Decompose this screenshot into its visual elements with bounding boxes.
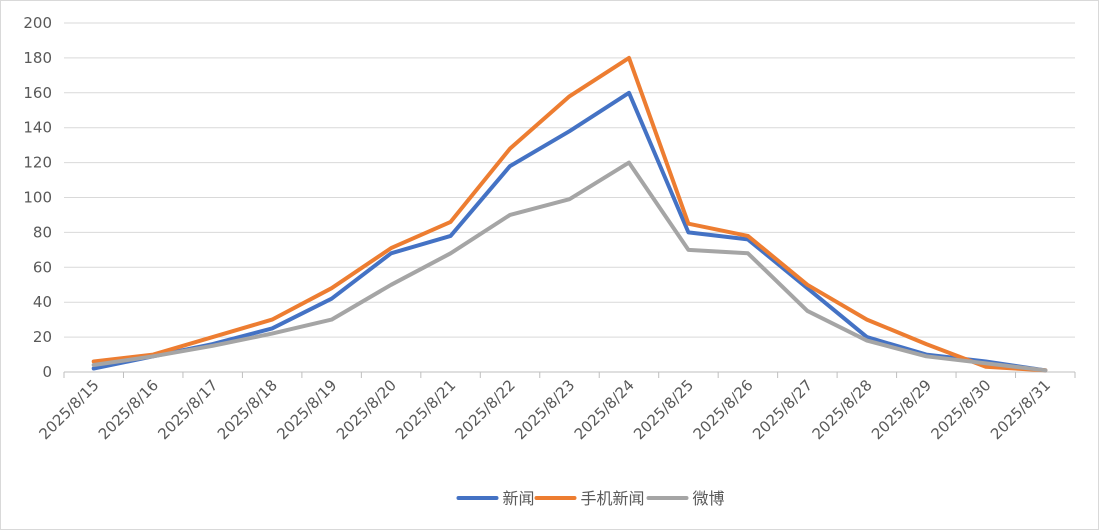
y-tick-label: 20 [33,328,52,346]
y-tick-label: 80 [33,223,52,241]
legend: 新闻 手机新闻 微博 [456,489,725,508]
y-tick-label: 120 [23,154,52,172]
x-tick-label: 2025/8/18 [214,376,281,443]
y-tick-label: 100 [23,189,52,207]
x-axis-ticks: 2025/8/152025/8/162025/8/172025/8/182025… [35,376,1054,443]
y-tick-label: 40 [33,293,52,311]
y-tick-label: 140 [23,119,52,137]
x-tick-label: 2025/8/24 [571,376,638,443]
series-lines [91,55,1048,373]
y-tick-label: 160 [23,84,52,102]
x-tick-label: 2025/8/19 [273,376,340,443]
x-tick-label: 2025/8/21 [392,376,459,443]
x-tick-label: 2025/8/27 [749,376,816,443]
gridlines [64,22,1075,338]
y-tick-label: 200 [23,14,52,32]
series-line [91,160,1048,373]
legend-label: 手机新闻 [581,489,645,508]
x-tick-label: 2025/8/16 [95,376,162,443]
x-tick-label: 2025/8/25 [630,376,697,443]
x-tick-label: 2025/8/26 [690,376,757,443]
series-line [91,90,1048,373]
x-tick-label: 2025/8/29 [868,376,935,443]
x-tick-label: 2025/8/28 [809,376,876,443]
legend-label: 新闻 [503,489,535,508]
x-axis [63,371,1076,378]
y-tick-label: 180 [23,49,52,67]
x-tick-label: 2025/8/31 [987,376,1054,443]
x-tick-label: 2025/8/22 [452,376,519,443]
y-axis-ticks: 0 20 40 60 80 100 120 140 160 180 200 [23,14,52,381]
x-tick-label: 2025/8/20 [333,376,400,443]
series-line [91,55,1048,373]
x-tick-label: 2025/8/17 [154,376,221,443]
x-tick-label: 2025/8/30 [928,376,995,443]
legend-label: 微博 [693,489,725,508]
x-tick-label: 2025/8/15 [35,376,102,443]
y-tick-label: 0 [42,363,52,381]
x-tick-label: 2025/8/23 [511,376,578,443]
y-tick-label: 60 [33,258,52,276]
